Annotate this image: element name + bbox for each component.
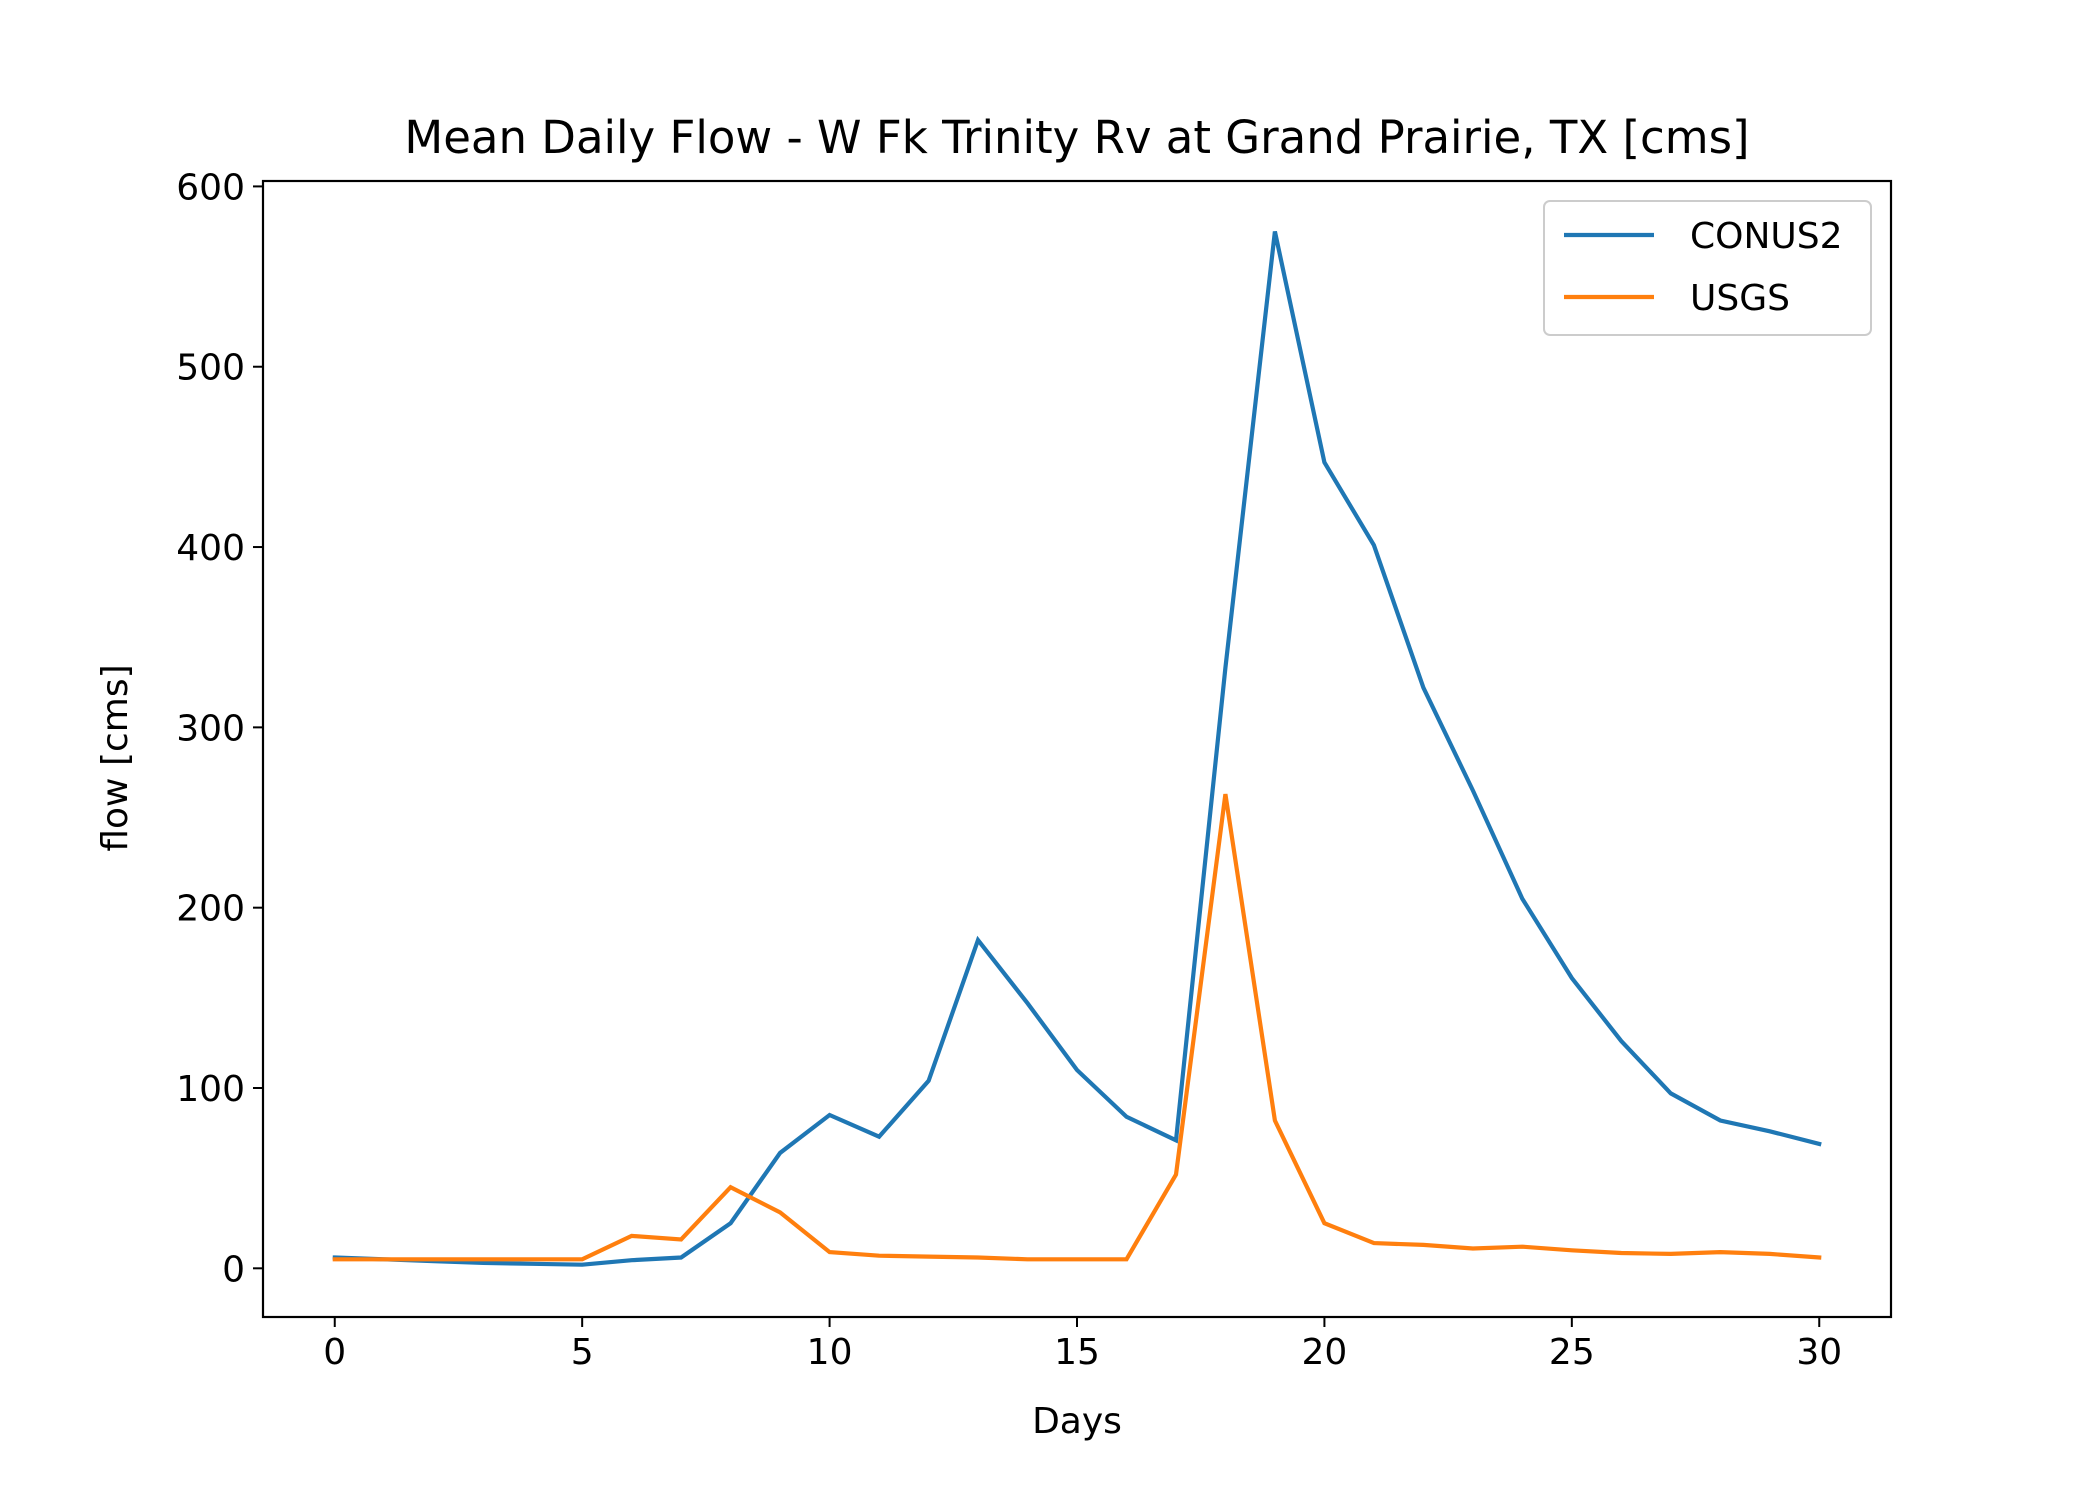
legend: CONUS2 USGS	[1543, 200, 1872, 336]
series-layer	[332, 231, 1822, 1267]
chart-title: Mean Daily Flow - W Fk Trinity Rv at Gra…	[404, 111, 1749, 164]
x-tick-label: 25	[1549, 1332, 1595, 1373]
x-axis-label: Days	[1032, 1401, 1122, 1442]
y-tick-label: 100	[176, 1069, 245, 1110]
x-tick-label: 5	[571, 1332, 594, 1373]
y-tick-label: 400	[176, 528, 245, 569]
series-line-conus2	[332, 231, 1822, 1267]
series-line-usgs	[332, 793, 1822, 1262]
x-tick-label: 30	[1796, 1332, 1842, 1373]
y-tick-label: 600	[176, 167, 245, 208]
y-tick-label: 0	[222, 1249, 245, 1290]
legend-label-conus2: CONUS2	[1690, 216, 1843, 257]
x-tick-label: 20	[1302, 1332, 1348, 1373]
x-tick-label: 15	[1054, 1332, 1100, 1373]
x-tick-label: 10	[807, 1332, 853, 1373]
y-tick-label: 200	[176, 889, 245, 930]
x-tick-label: 0	[323, 1332, 346, 1373]
plot-area-frame	[261, 179, 1893, 1319]
y-axis-label: flow [cms]	[95, 664, 136, 851]
legend-label-usgs: USGS	[1690, 278, 1790, 319]
y-tick-label: 500	[176, 348, 245, 389]
y-tick-label: 300	[176, 708, 245, 749]
